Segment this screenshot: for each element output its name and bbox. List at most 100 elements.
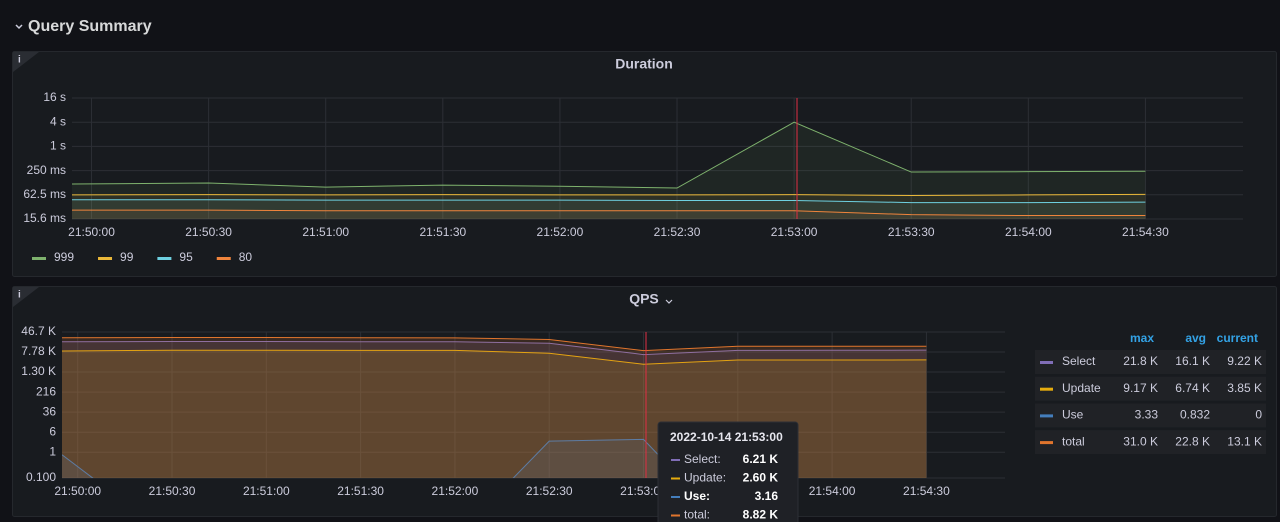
x-tick-label: 21:50:00 [68, 225, 115, 239]
x-tick-label: 21:54:00 [809, 484, 856, 498]
y-tick-label: 250 ms [27, 163, 66, 177]
series-line [72, 193, 1146, 196]
info-corner[interactable] [13, 52, 39, 72]
legend-value: 3.33 [1135, 408, 1159, 422]
y-tick-label: 36 [43, 404, 57, 418]
legend-label: Select [1062, 354, 1096, 368]
legend-swatch [32, 257, 46, 260]
series-line [62, 340, 927, 356]
legend-swatch [1040, 387, 1053, 391]
x-tick-label: 21:54:30 [903, 484, 950, 498]
legend-value: 13.1 K [1227, 434, 1262, 448]
legend-label: Use [1062, 408, 1084, 422]
legend-value: 22.8 K [1175, 434, 1210, 448]
series-line [72, 121, 1146, 189]
legend-row [1035, 403, 1266, 428]
legend-label: 80 [239, 250, 253, 264]
y-tick-label: 1 [49, 444, 56, 458]
legend-header: current [1217, 331, 1258, 345]
legend-label: 95 [179, 250, 193, 264]
x-tick-label: 21:54:00 [1005, 225, 1052, 239]
tooltip-label: Update: [684, 471, 726, 485]
tooltip-swatch [671, 459, 680, 461]
y-tick-label: 4 s [50, 114, 66, 128]
x-tick-label: 21:52:30 [654, 225, 701, 239]
legend-row [1035, 430, 1266, 455]
tooltip-value: 8.82 K [743, 508, 779, 522]
title-chevron [665, 299, 673, 304]
x-tick-label: 21:51:00 [302, 225, 349, 239]
x-tick-label: 21:52:00 [432, 484, 479, 498]
y-tick-label: 46.7 K [21, 324, 56, 338]
legend-value: 21.8 K [1123, 354, 1158, 368]
panel [12, 51, 1277, 277]
y-tick-label: 15.6 ms [23, 211, 66, 225]
x-tick-label: 21:52:30 [526, 484, 573, 498]
legend-swatch [1040, 441, 1053, 445]
legend-header: max [1130, 331, 1154, 345]
x-tick-label: 21:53:00 [620, 484, 667, 498]
row-chevron[interactable] [15, 24, 23, 30]
legend-value: 31.0 K [1123, 434, 1158, 448]
legend-value: 0.832 [1180, 408, 1210, 422]
panel-title: QPS [629, 291, 659, 307]
tooltip-value: 6.21 K [743, 452, 779, 466]
x-tick-label: 21:51:00 [243, 484, 290, 498]
tooltip-value: 2.60 K [743, 471, 779, 485]
panel [12, 286, 1277, 517]
series-line [62, 349, 927, 365]
tooltip-label: Use: [684, 489, 710, 503]
legend-swatch [1040, 361, 1053, 364]
y-tick-label: 16 s [43, 90, 66, 104]
legend-label: Update [1062, 381, 1101, 395]
legend-label: 999 [54, 250, 74, 264]
x-tick-label: 21:50:00 [54, 484, 101, 498]
series-line [62, 337, 927, 352]
y-tick-label: 62.5 ms [23, 187, 66, 201]
x-tick-label: 21:54:30 [1122, 225, 1169, 239]
tooltip-swatch [671, 514, 680, 517]
y-tick-label: 1.30 K [21, 364, 56, 378]
y-tick-label: 216 [36, 384, 56, 398]
plot-area [72, 121, 1146, 219]
info-icon[interactable]: i [18, 55, 21, 66]
legend-value: 16.1 K [1175, 354, 1210, 368]
legend-swatch [1040, 414, 1053, 418]
series-area [72, 199, 1146, 219]
row-title[interactable]: Query Summary [28, 18, 152, 35]
panel-title: Duration [615, 56, 673, 72]
legend-value: 9.22 K [1227, 354, 1262, 368]
y-tick-label: 7.78 K [21, 344, 56, 358]
tooltip-swatch [671, 477, 680, 480]
info-corner[interactable] [13, 287, 39, 307]
series-line [72, 199, 1146, 204]
x-tick-label: 21:50:30 [149, 484, 196, 498]
tooltip-time: 2022-10-14 21:53:00 [670, 430, 783, 444]
tooltip-swatch [671, 496, 680, 498]
legend-value: 9.17 K [1123, 381, 1158, 395]
legend-value: 6.74 K [1175, 381, 1210, 395]
x-tick-label: 21:51:30 [337, 484, 384, 498]
legend-swatch [157, 257, 172, 260]
legend-value: 3.85 K [1227, 381, 1262, 395]
x-tick-label: 21:50:30 [185, 225, 232, 239]
legend-row [1035, 376, 1266, 401]
legend-swatch [216, 257, 231, 260]
legend-row [1035, 350, 1266, 374]
y-tick-label: 6 [49, 424, 56, 438]
x-tick-label: 21:52:00 [537, 225, 584, 239]
tooltip [657, 421, 799, 522]
info-icon[interactable]: i [18, 290, 21, 301]
x-tick-label: 21:53:30 [888, 225, 935, 239]
legend-header: avg [1185, 331, 1206, 345]
tooltip-label: Select: [684, 452, 721, 466]
x-tick-label: 21:51:30 [419, 225, 466, 239]
x-tick-label: 21:53:00 [771, 225, 818, 239]
series-area [72, 210, 1146, 219]
legend-value: 0 [1255, 408, 1262, 422]
legend-swatch [98, 257, 113, 260]
tooltip-value: 3.16 [755, 489, 779, 503]
y-tick-label: 0.100 [26, 470, 56, 484]
legend-label: total [1062, 434, 1085, 448]
